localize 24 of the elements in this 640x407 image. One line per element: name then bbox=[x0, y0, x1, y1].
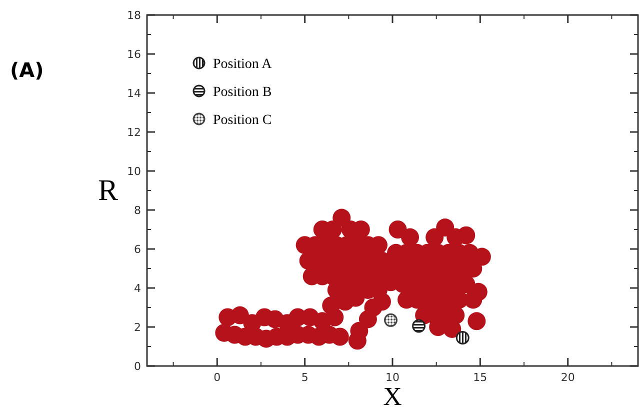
y-tick-label: 10 bbox=[127, 165, 141, 178]
y-tick-label: 14 bbox=[127, 87, 141, 100]
x-tick-label: 15 bbox=[473, 371, 488, 384]
point bbox=[456, 330, 470, 344]
y-tick-label: 6 bbox=[134, 243, 141, 256]
y-tick-label: 16 bbox=[127, 48, 141, 61]
y-tick-label: 0 bbox=[134, 360, 141, 373]
y-tick-label: 12 bbox=[127, 126, 141, 139]
legend-label: Position A bbox=[213, 57, 273, 72]
x-tick-label: 20 bbox=[560, 371, 575, 384]
point bbox=[412, 319, 426, 333]
point bbox=[384, 313, 398, 327]
text: (A) bbox=[10, 58, 44, 82]
y-tick-label: 4 bbox=[134, 282, 141, 295]
y-axis-title: R bbox=[98, 174, 118, 207]
x-tick-label: 0 bbox=[214, 371, 221, 384]
x-tick-label: 10 bbox=[386, 371, 400, 384]
y-tick-label: 2 bbox=[134, 321, 141, 334]
legend-label: Position B bbox=[213, 85, 272, 100]
x-tick-label: 5 bbox=[301, 371, 308, 384]
y-tick-label: 8 bbox=[134, 204, 141, 217]
legend-label: Position C bbox=[213, 113, 272, 128]
y-tick-label: 18 bbox=[127, 9, 141, 22]
x-axis-title: X bbox=[383, 382, 402, 407]
